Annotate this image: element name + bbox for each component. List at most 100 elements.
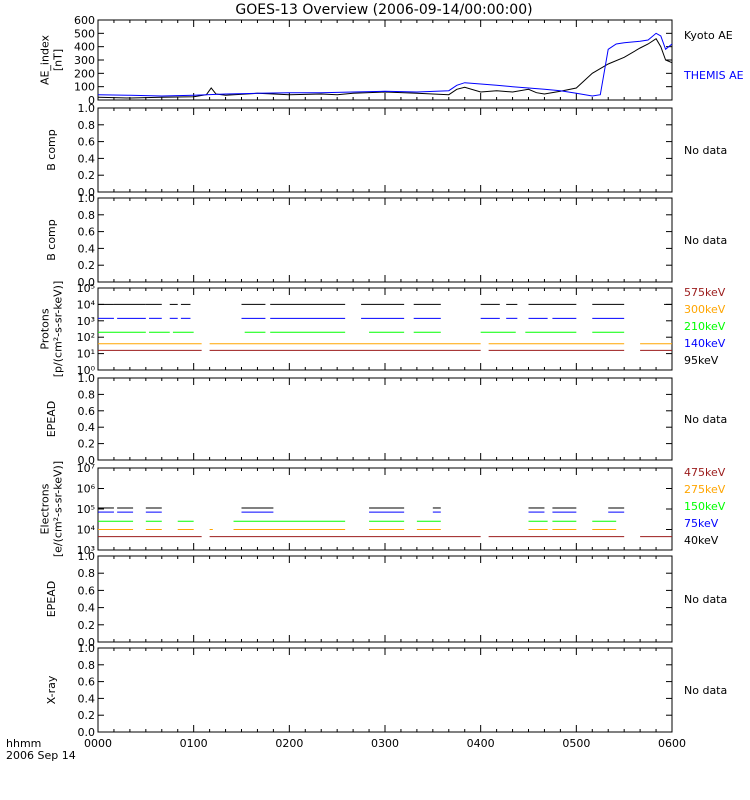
figure-title: GOES-13 Overview (2006-09-14/00:00:00) <box>235 2 532 18</box>
y-tick-label: 0.8 <box>78 119 96 132</box>
y-axis-label: AE_index <box>39 34 52 85</box>
legend-label: 275keV <box>684 483 726 496</box>
panel-8: 0.0 0.2 0.4 0.6 0.8 1.0 X-ray No data <box>45 642 727 739</box>
panel-frame <box>97 377 673 461</box>
legend-label: 300keV <box>684 303 726 316</box>
no-data-label: No data <box>684 413 727 426</box>
y-axis-label: B comp <box>45 219 58 261</box>
panel-frame <box>97 107 673 193</box>
y-axis-label: EPEAD <box>45 581 58 618</box>
panel-frame <box>97 19 673 101</box>
y-tick-label: 0.6 <box>78 676 96 689</box>
y-tick-label: 0.2 <box>78 619 96 632</box>
y-tick-label: 0.0 <box>78 454 96 467</box>
x-tick-label: 0300 <box>371 737 399 750</box>
x-tick-label: 0100 <box>180 737 208 750</box>
panel-4: 10⁰ 10¹ 10² 10³ 10⁴ 10⁵ Protons [p/(cm²-s-sr-ke… <box>39 281 726 378</box>
y-tick-label: 10⁵ <box>77 503 95 516</box>
series-line <box>97 37 673 99</box>
y-tick-label: 0.8 <box>78 659 96 672</box>
y-tick-label: 600 <box>74 14 95 27</box>
y-tick-label: 1.0 <box>78 192 96 205</box>
y-tick-label: 1.0 <box>78 550 96 563</box>
legend-label: 95keV <box>684 354 719 367</box>
y-tick-label: 10¹ <box>77 348 95 361</box>
no-data-label: No data <box>684 144 727 157</box>
y-tick-label: 0.6 <box>78 136 96 149</box>
legend-label: 210keV <box>684 320 726 333</box>
y-tick-label: 0.8 <box>78 209 96 222</box>
y-axis-label: EPEAD <box>45 401 58 438</box>
y-tick-label: 0.4 <box>78 242 96 255</box>
y-axis-label: [e/(cm²-s-sr-keV)] <box>52 461 65 557</box>
y-tick-label: 10⁴ <box>77 298 96 311</box>
y-tick-label: 0.0 <box>78 186 96 199</box>
x-tick-label: 0400 <box>467 737 495 750</box>
x-tick-label: 0000 <box>84 737 112 750</box>
legend-label: THEMIS AE <box>683 69 744 82</box>
time-axis-labels: 0000 0100 0200 0300 0400 0500 0600 <box>84 737 686 750</box>
y-tick-label: 1.0 <box>78 372 96 385</box>
y-tick-label: 100 <box>74 81 95 94</box>
y-tick-label: 1.0 <box>78 642 96 655</box>
legend-label: 40keV <box>684 534 719 547</box>
y-tick-label: 0.6 <box>78 584 96 597</box>
y-tick-label: 10⁴ <box>77 524 96 537</box>
y-tick-label: 0 <box>88 94 95 107</box>
y-tick-label: 0.2 <box>78 259 96 272</box>
y-tick-label: 0.0 <box>78 636 96 649</box>
legend-label: 475keV <box>684 466 726 479</box>
y-tick-label: 0.6 <box>78 226 96 239</box>
y-tick-label: 0.4 <box>78 602 96 615</box>
y-tick-label: 200 <box>74 67 95 80</box>
y-tick-label: 10⁷ <box>77 462 95 475</box>
legend-label: 150keV <box>684 500 726 513</box>
panel-6: 10³ 10⁴ 10⁵ 10⁶ 10⁷ Electrons [e/(cm²-s-sr-keV… <box>39 461 726 557</box>
y-axis-label: Electrons <box>39 483 52 534</box>
legend-label: Kyoto AE <box>684 29 733 42</box>
y-tick-label: 0.2 <box>78 438 96 451</box>
y-tick-label: 10⁰ <box>77 364 96 377</box>
y-tick-label: 0.0 <box>78 276 96 289</box>
y-tick-label: 0.4 <box>78 152 96 165</box>
panel-frame <box>97 197 673 283</box>
y-tick-label: 0.8 <box>78 388 96 401</box>
panel-7: 0.0 0.2 0.4 0.6 0.8 1.0 EPEAD No data <box>45 550 727 649</box>
y-tick-label: 10³ <box>77 315 95 328</box>
panel-frame <box>97 555 673 643</box>
y-tick-label: 0.8 <box>78 567 96 580</box>
x-tick-label: 0600 <box>658 737 686 750</box>
y-tick-label: 0.6 <box>78 405 96 418</box>
no-data-label: No data <box>684 234 727 247</box>
series-line <box>97 32 673 97</box>
panel-frame <box>97 647 673 733</box>
y-tick-label: 0.4 <box>78 692 96 705</box>
y-axis-label: [nT] <box>52 49 65 71</box>
y-axis-label: B comp <box>45 129 58 171</box>
y-tick-label: 0.2 <box>78 169 96 182</box>
panel-2: 0.0 0.2 0.4 0.6 0.8 1.0 B comp No data <box>45 102 727 199</box>
legend-label: 575keV <box>684 286 726 299</box>
y-axis-label: [p/(cm²-s-sr-keV)] <box>52 281 65 378</box>
x-tick-label: 0200 <box>275 737 303 750</box>
panel-frame <box>97 287 673 371</box>
y-tick-label: 0.2 <box>78 709 96 722</box>
x-tick-label: 0500 <box>562 737 590 750</box>
legend-label: 140keV <box>684 337 726 350</box>
panel-3: 0.0 0.2 0.4 0.6 0.8 1.0 B comp No data <box>45 192 727 289</box>
panel-5: 0.0 0.2 0.4 0.6 0.8 1.0 EPEAD No data <box>45 372 727 467</box>
y-tick-label: 10⁶ <box>77 483 96 496</box>
y-tick-label: 1.0 <box>78 102 96 115</box>
no-data-label: No data <box>684 593 727 606</box>
y-tick-label: 500 <box>74 27 95 40</box>
y-axis-label: X-ray <box>45 675 58 704</box>
y-tick-label: 0.0 <box>78 726 96 739</box>
y-tick-label: 300 <box>74 54 95 67</box>
y-tick-label: 10³ <box>77 544 95 557</box>
y-tick-label: 10² <box>77 331 95 344</box>
y-axis-label: Protons <box>39 308 52 349</box>
y-tick-label: 0.4 <box>78 421 96 434</box>
